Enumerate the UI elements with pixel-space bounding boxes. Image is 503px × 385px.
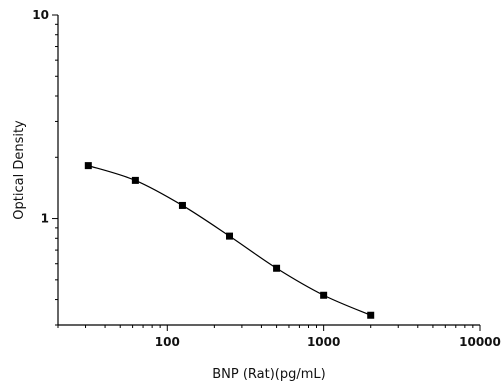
data-point <box>273 264 281 272</box>
fit-curve <box>88 165 371 316</box>
x-axis-title: BNP (Rat)(pg/mL) <box>212 367 326 382</box>
data-points <box>84 162 375 319</box>
y-tick-label: 1 <box>41 212 49 226</box>
data-point <box>320 291 328 299</box>
data-point <box>131 176 139 184</box>
x-tick-label: 100 <box>155 335 180 349</box>
y-axis-title: Optical Density <box>12 120 27 220</box>
axes <box>57 15 480 326</box>
data-point <box>178 201 186 209</box>
data-point <box>84 162 92 170</box>
x-tick-label: 1000 <box>307 335 340 349</box>
data-point <box>226 232 234 240</box>
ticks: 100 1000 10000 1 10 <box>32 8 501 349</box>
x-tick-label: 10000 <box>459 335 501 349</box>
data-point <box>367 311 375 319</box>
y-tick-label: 10 <box>32 8 49 22</box>
